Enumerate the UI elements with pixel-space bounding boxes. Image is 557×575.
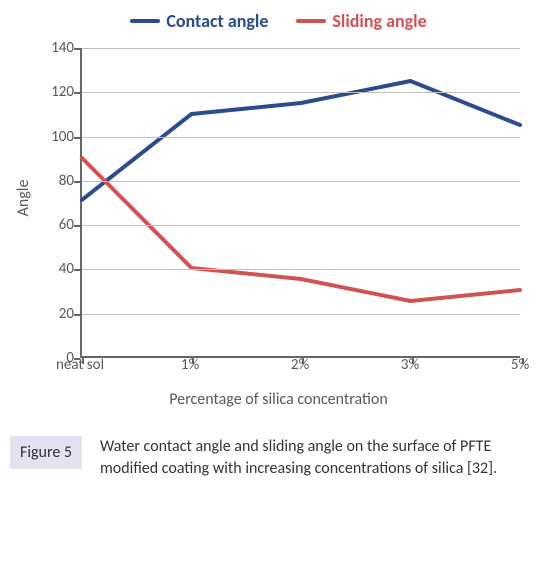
- y-tick: [74, 48, 80, 50]
- y-tick-label: 20: [38, 305, 74, 323]
- figure-badge: Figure 5: [10, 436, 82, 469]
- y-tick-label: 120: [38, 83, 74, 101]
- y-tick: [74, 314, 80, 316]
- series-line: [82, 158, 520, 301]
- y-tick: [74, 181, 80, 183]
- gridline: [82, 314, 520, 315]
- plot-area: Angle 020406080100120140 Percentage of s…: [0, 38, 557, 418]
- gridline: [82, 181, 520, 182]
- y-tick-label: 60: [38, 216, 74, 234]
- gridline: [82, 269, 520, 270]
- gridline: [82, 137, 520, 138]
- gridline: [82, 48, 520, 49]
- caption-text: Water contact angle and sliding angle on…: [100, 436, 535, 479]
- legend-swatch-sliding: [296, 19, 326, 23]
- y-tick: [74, 92, 80, 94]
- series-svg: [82, 48, 520, 356]
- figure-caption: Figure 5 Water contact angle and sliding…: [0, 418, 557, 479]
- series-line: [82, 81, 520, 200]
- x-tick-label: 1%: [181, 356, 199, 374]
- x-tick-label: 5%: [511, 356, 529, 374]
- legend-swatch-contact: [130, 19, 160, 23]
- legend-label: Contact angle: [166, 10, 268, 32]
- gridline: [82, 225, 520, 226]
- x-tick-label: 2%: [291, 356, 309, 374]
- y-tick-label: 40: [38, 260, 74, 278]
- gridline: [82, 92, 520, 93]
- legend-item-contact: Contact angle: [130, 10, 268, 32]
- plot: 020406080100120140: [80, 48, 520, 358]
- y-tick: [74, 225, 80, 227]
- y-tick-label: 80: [38, 172, 74, 190]
- y-tick: [74, 137, 80, 139]
- x-axis-title: Percentage of silica concentration: [0, 390, 557, 409]
- y-axis-title: Angle: [14, 180, 33, 217]
- x-tick-label: neat sol: [56, 356, 104, 374]
- y-tick: [74, 269, 80, 271]
- y-tick-label: 100: [38, 128, 74, 146]
- legend: Contact angle Sliding angle: [0, 0, 557, 38]
- legend-label: Sliding angle: [332, 10, 426, 32]
- legend-item-sliding: Sliding angle: [296, 10, 426, 32]
- x-tick-label: 3%: [401, 356, 419, 374]
- y-tick-label: 140: [38, 39, 74, 57]
- chart-container: Contact angle Sliding angle Angle 020406…: [0, 0, 557, 479]
